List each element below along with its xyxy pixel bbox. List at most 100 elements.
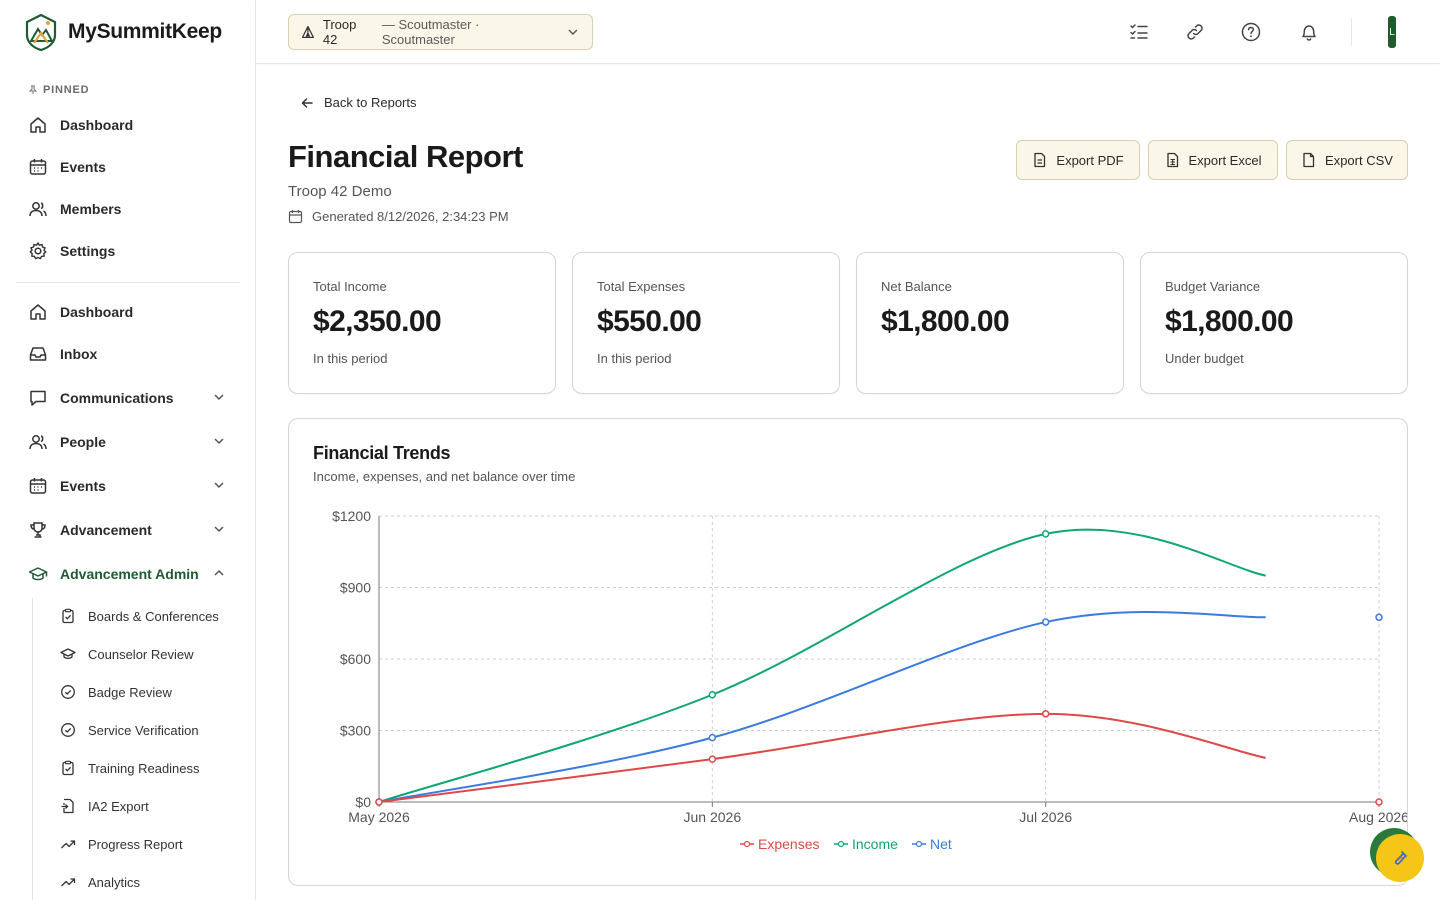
stat-value: $1,800.00 [1165,305,1294,338]
stat-label: Total Income [313,279,387,294]
calendar-icon [28,476,48,496]
stat-card-net-balance: Net Balance $1,800.00 [856,252,1124,394]
legend-label: Expenses [758,836,819,852]
data-point-expenses [1041,710,1050,718]
sub-item-service-verification[interactable]: Service Verification [60,715,240,745]
pinned-item-dashboard[interactable]: Dashboard [24,107,236,143]
avatar[interactable]: L [1388,16,1396,48]
chevron-down-icon [214,526,224,533]
chart-title: Financial Trends [313,443,451,463]
x-tick-label: Jun 2026 [684,809,742,825]
stat-value: $550.00 [597,305,702,338]
test-tube-fab[interactable] [1376,834,1424,882]
graduation-cap-icon [60,646,76,662]
sub-item-badge-review[interactable]: Badge Review [60,677,240,707]
check-circle-icon [60,684,76,700]
home-icon [28,115,48,135]
sidebar-item-people[interactable]: People [24,424,236,460]
sidebar-item-advancement-admin[interactable]: Advancement Admin [24,556,236,592]
checklist-icon[interactable] [1127,20,1151,44]
sidebar-item-advancement[interactable]: Advancement [24,512,236,548]
stat-value: $1,800.00 [881,305,1010,338]
stat-card-total-income: Total Income $2,350.00 In this period [288,252,556,394]
help-icon[interactable] [1239,20,1263,44]
chevron-down-icon [214,482,224,489]
stat-value: $2,350.00 [313,305,442,338]
x-tick-label: Jul 2026 [1019,809,1072,825]
sidebar-item-events[interactable]: Events [24,468,236,504]
y-tick-label: $300 [340,723,371,739]
calendar-icon [28,157,48,177]
file-export-icon [60,798,76,814]
back-to-reports-link[interactable]: Back to Reports [300,95,417,110]
troop-selector[interactable]: Troop 42 — Scoutmaster · Scoutmaster [288,14,593,50]
gear-icon [28,241,48,261]
app-name: MySummitKeep [68,20,222,43]
sub-item-analytics[interactable]: Analytics [60,867,240,897]
trending-up-icon [60,874,76,890]
pinned-item-settings[interactable]: Settings [24,233,236,269]
brand[interactable]: MySummitKeep [24,13,222,51]
sub-item-progress-report[interactable]: Progress Report [60,829,240,859]
inbox-icon [28,344,48,364]
bell-icon[interactable] [1297,20,1321,44]
header-divider [1351,18,1352,46]
legend-marker-dot [837,840,845,848]
series-line-expenses [378,712,1266,803]
chevron-down-icon [214,438,224,445]
sub-item-ia2-export[interactable]: IA2 Export [60,791,240,821]
trending-up-icon [60,836,76,852]
data-point-net [708,733,717,742]
sub-item-training-readiness[interactable]: Training Readiness [60,753,240,783]
y-tick-label: $1200 [332,508,371,524]
export-pdf-button[interactable]: Export PDF [1016,140,1140,180]
pinned-item-events[interactable]: Events [24,149,236,185]
stat-label: Net Balance [881,279,952,294]
page-subtitle: Troop 42 Demo [288,183,392,200]
sub-item-counselor-review[interactable]: Counselor Review [60,639,240,669]
stat-label: Budget Variance [1165,279,1261,294]
data-point-net [1375,613,1383,622]
check-circle-icon [60,722,76,738]
troop-name: Troop 42 [322,17,357,47]
troop-role: — Scoutmaster · Scoutmaster [381,17,480,47]
export-excel-button[interactable]: Export Excel [1148,140,1278,180]
link-icon[interactable] [1183,20,1207,44]
generated-timestamp: Generated 8/12/2026, 2:34:23 PM [288,209,509,224]
stat-card-budget-variance: Budget Variance $1,800.00 Under budget [1140,252,1408,394]
home-icon [28,302,48,322]
financial-trends-card: $0 $300 $600 $900 $1200 May 2026 Jun 2026 Jul 2… [288,418,1408,886]
x-tick-label: May 2026 [348,809,410,825]
y-tick-label: $0 [355,794,371,810]
chevron-up-icon [214,569,224,576]
sidebar-item-inbox[interactable]: Inbox [24,336,236,372]
stat-card-total-expenses: Total Expenses $550.00 In this period [572,252,840,394]
pinned-section-label: PINNED [28,84,89,96]
pinned-item-members[interactable]: Members [24,191,236,227]
arrow-left-icon [301,97,313,108]
tent-icon [301,25,314,39]
data-point-income [708,691,717,699]
sidebar: MySummitKeep PINNED Dashboard Events Mem… [0,0,256,900]
export-csv-button[interactable]: Export CSV [1286,140,1408,180]
sub-item-boards-conferences[interactable]: Boards & Conferences [60,601,240,631]
legend-label: Net [930,836,952,852]
x-tick-label: Aug 2026 [1349,809,1407,825]
submenu-rail [32,598,33,900]
financial-trends-chart: $0 $300 $600 $900 $1200 May 2026 Jun 2026 Jul 2… [332,508,1407,852]
stat-note: Under budget [1165,351,1244,366]
clipboard-check-icon [60,608,76,624]
data-point-expenses [708,755,717,763]
y-tick-label: $900 [340,580,371,596]
chart-subtitle: Income, expenses, and net balance over t… [313,469,576,484]
file-text-icon [1034,152,1046,168]
sidebar-divider [16,282,240,283]
users-icon [28,199,48,219]
sidebar-item-communications[interactable]: Communications [24,380,236,416]
legend-marker-dot [743,840,751,848]
message-icon [28,388,48,408]
sidebar-item-dashboard[interactable]: Dashboard [24,294,236,330]
stat-note: In this period [597,351,672,366]
data-point-net [1041,618,1050,626]
pin-icon [28,85,38,94]
